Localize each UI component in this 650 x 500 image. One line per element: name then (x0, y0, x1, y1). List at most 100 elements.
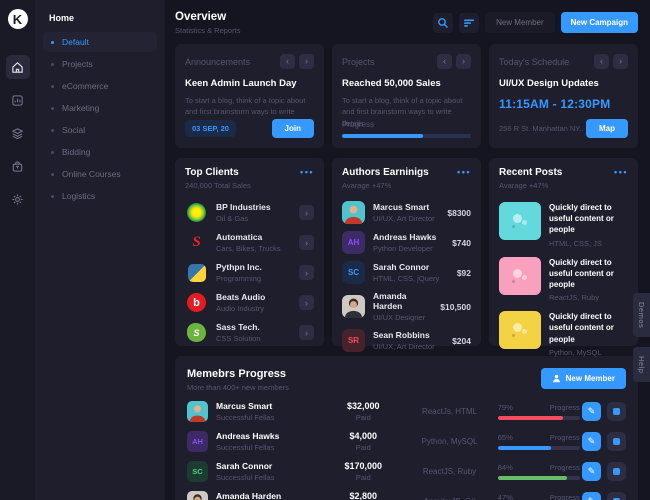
sidebar-item-bidding[interactable]: Bidding (43, 142, 157, 162)
member-name: Sarah Connor (216, 461, 273, 471)
layers-icon[interactable] (6, 121, 30, 145)
bullet-icon (51, 62, 54, 66)
paid-status: Paid (355, 473, 371, 482)
title-block: Overview Statistics & Reports (175, 11, 240, 35)
member-skills: AngularJS, C# (402, 497, 498, 500)
progress-fill (497, 416, 563, 420)
more-options-icon[interactable]: ••• (614, 167, 628, 177)
card-subtitle: Avarage +47% (342, 181, 392, 190)
more-options-icon[interactable]: ••• (300, 167, 314, 177)
post-thumbnail (499, 311, 541, 350)
delete-icon[interactable] (607, 432, 626, 451)
member-progress: 79% Progress (497, 403, 580, 420)
chevron-right-icon[interactable]: › (299, 265, 314, 280)
sidebar-menu: Home Default Projects eCommerce Marketin… (35, 0, 165, 500)
main-content: Overview Statistics & Reports New Member… (165, 0, 650, 500)
map-button[interactable]: Map (586, 119, 628, 138)
new-member-button[interactable]: New Member (540, 368, 626, 389)
schedule-time: 11:15AM - 12:30PM (499, 97, 611, 111)
member-row: SC Sarah Connor Successful Fellas $170,00… (187, 461, 626, 482)
card-subtitle: Avarage +47% (499, 181, 549, 190)
avatar: AH (342, 231, 365, 254)
suzuki-logo: S (192, 234, 201, 250)
delete-icon[interactable] (607, 402, 626, 421)
progress-percent: 47% (497, 493, 513, 500)
new-member-button[interactable]: New Member (485, 12, 555, 33)
sidebar-item-ecommerce[interactable]: eCommerce (43, 76, 157, 96)
prev-arrow-icon[interactable]: ‹ (280, 54, 295, 69)
bullet-icon (51, 172, 54, 176)
author-amount: $740 (452, 237, 471, 248)
edit-icon[interactable]: ✎ (582, 402, 601, 421)
sidebar-item-online-courses[interactable]: Online Courses (43, 164, 157, 184)
menu-item-label: Social (62, 125, 86, 135)
edit-icon[interactable]: ✎ (582, 492, 601, 500)
sidebar-item-social[interactable]: Social (43, 120, 157, 140)
edit-icon[interactable]: ✎ (582, 432, 601, 451)
author-name: Amanda Harden (373, 291, 407, 311)
card-title: Recent Posts (499, 167, 563, 178)
date-badge[interactable]: 03 SEP, 20 (185, 120, 236, 137)
settings-icon[interactable] (6, 187, 30, 211)
app-logo[interactable]: K (7, 9, 28, 29)
new-campaign-button[interactable]: New Campaign (560, 12, 638, 33)
post-tags: Python, MySQL (549, 347, 602, 357)
client-row: BP Industries Oil & Gas › (185, 201, 314, 224)
menu-item-label: eCommerce (62, 81, 109, 91)
topbar: Overview Statistics & Reports New Member… (165, 0, 650, 44)
next-arrow-icon[interactable]: › (299, 54, 314, 69)
card-title: Authors Earninigs (342, 167, 429, 178)
help-edge-tab[interactable]: Help (633, 347, 650, 383)
bullet-icon (51, 106, 54, 110)
client-industry: Programming (216, 274, 262, 283)
cards-row-1: Announcements ‹ › Keen Admin Launch Day … (175, 44, 638, 148)
client-name: BP Industries (216, 202, 271, 212)
menu-section-header: Home (49, 13, 75, 23)
member-progress: 84% Progress (497, 463, 580, 480)
sidebar-item-marketing[interactable]: Marketing (43, 98, 157, 118)
reports-icon[interactable] (6, 88, 30, 112)
author-row: SC Sarah Connor HTML, CSS, jQuery $92 (342, 261, 471, 284)
chevron-right-icon[interactable]: › (299, 205, 314, 220)
filter-icon[interactable] (459, 12, 480, 33)
sidebar-item-projects[interactable]: Projects (43, 54, 157, 74)
member-skills: ReactJS, Ruby (422, 467, 477, 476)
page-subtitle: Statistics & Reports (175, 25, 241, 35)
avatar: SC (342, 261, 365, 284)
sidebar-item-default[interactable]: Default (43, 32, 157, 52)
chevron-right-icon[interactable]: › (299, 235, 314, 250)
progress-label: Progress (342, 120, 375, 129)
demos-edge-tab[interactable]: Demos (633, 293, 650, 338)
next-arrow-icon[interactable]: › (456, 54, 471, 69)
client-name: Pythpn Inc. (216, 262, 262, 272)
post-item[interactable]: Quickly direct to useful content or peop… (499, 311, 628, 357)
delete-icon[interactable] (607, 462, 626, 481)
prev-arrow-icon[interactable]: ‹ (437, 54, 452, 69)
author-role: Python Developer (373, 244, 433, 253)
client-row: Pythpn Inc. Programming › (185, 261, 314, 284)
card-title: Announcements (185, 56, 251, 67)
progress-bar (342, 134, 471, 138)
edit-icon[interactable]: ✎ (582, 462, 601, 481)
author-amount: $92 (456, 267, 471, 278)
next-arrow-icon[interactable]: › (613, 54, 628, 69)
post-item[interactable]: Quickly direct to useful content or peop… (499, 256, 628, 303)
home-icon[interactable] (5, 55, 30, 79)
prev-arrow-icon[interactable]: ‹ (594, 54, 609, 69)
search-icon[interactable] (433, 12, 454, 33)
join-button[interactable]: Join (271, 119, 314, 138)
chevron-right-icon[interactable]: › (299, 295, 314, 310)
post-item[interactable]: Quickly direct to useful content or peop… (499, 202, 628, 248)
avatar: SR (342, 329, 365, 352)
chevron-right-icon[interactable]: › (299, 325, 314, 340)
shop-icon[interactable] (6, 154, 30, 178)
client-name: Automatica (216, 232, 263, 242)
card-title: Projects (342, 56, 375, 67)
sidebar-item-logistics[interactable]: Logistics (43, 186, 157, 206)
delete-icon[interactable] (607, 492, 626, 500)
author-name: Sean Robbins (373, 330, 430, 340)
author-role: UI/UX, Art Director (373, 214, 435, 223)
beats-logo: b (185, 291, 208, 314)
post-tags: ReactJS, Ruby (549, 293, 600, 303)
more-options-icon[interactable]: ••• (457, 167, 471, 177)
